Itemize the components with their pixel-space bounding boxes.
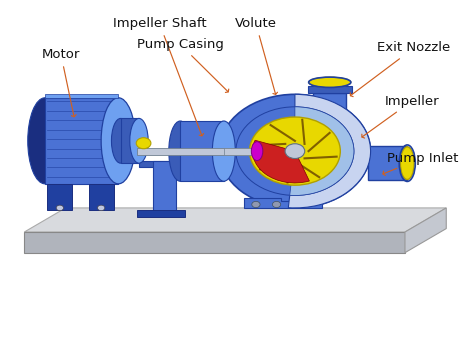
Circle shape [285, 144, 305, 159]
Polygon shape [137, 148, 313, 155]
Polygon shape [137, 210, 185, 217]
Polygon shape [153, 161, 176, 211]
Wedge shape [290, 107, 354, 195]
Circle shape [98, 205, 105, 211]
Polygon shape [24, 208, 446, 232]
Circle shape [136, 138, 151, 149]
Text: Motor: Motor [42, 48, 80, 117]
Text: Impeller Shaft: Impeller Shaft [113, 17, 206, 136]
Text: Pump Inlet: Pump Inlet [383, 152, 458, 176]
Text: Pump Casing: Pump Casing [137, 38, 229, 92]
Text: Volute: Volute [235, 17, 277, 94]
Circle shape [252, 201, 260, 208]
Polygon shape [224, 149, 295, 155]
Wedge shape [253, 140, 310, 183]
Polygon shape [313, 93, 346, 132]
Ellipse shape [101, 98, 136, 184]
Ellipse shape [28, 98, 62, 184]
Circle shape [219, 94, 371, 208]
Ellipse shape [251, 142, 263, 161]
Polygon shape [24, 232, 405, 253]
Wedge shape [288, 94, 371, 208]
Polygon shape [405, 208, 446, 253]
Polygon shape [308, 86, 352, 93]
Polygon shape [368, 146, 407, 180]
Polygon shape [45, 94, 118, 98]
Circle shape [56, 205, 64, 211]
Polygon shape [245, 197, 322, 208]
Ellipse shape [111, 118, 130, 163]
Circle shape [236, 107, 354, 195]
Polygon shape [120, 118, 139, 163]
Text: Exit Nozzle: Exit Nozzle [350, 41, 451, 96]
Polygon shape [139, 161, 180, 167]
Polygon shape [89, 184, 114, 210]
Circle shape [273, 201, 281, 208]
Circle shape [249, 117, 340, 185]
Ellipse shape [212, 121, 235, 181]
Ellipse shape [130, 118, 148, 163]
Ellipse shape [309, 77, 351, 87]
Ellipse shape [401, 147, 414, 179]
Text: Impeller: Impeller [362, 95, 439, 138]
Polygon shape [47, 184, 73, 210]
Polygon shape [180, 121, 224, 181]
Polygon shape [45, 98, 118, 184]
Ellipse shape [169, 121, 191, 181]
